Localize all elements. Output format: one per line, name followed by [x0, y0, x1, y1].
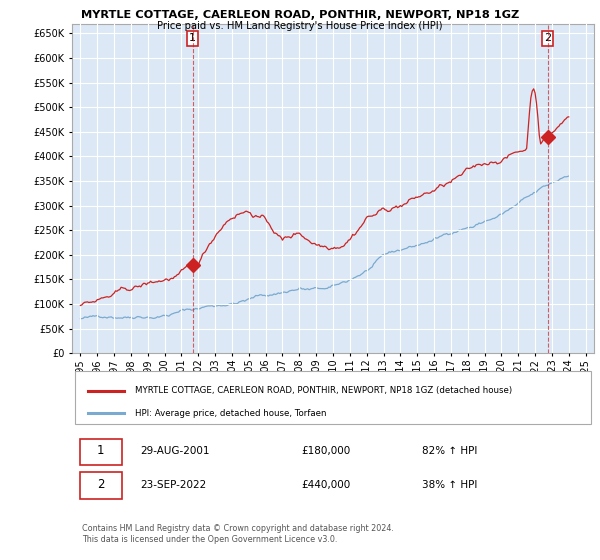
Text: Contains HM Land Registry data © Crown copyright and database right 2024.
This d: Contains HM Land Registry data © Crown c… [82, 524, 394, 544]
Text: 1: 1 [189, 34, 196, 44]
Text: Price paid vs. HM Land Registry's House Price Index (HPI): Price paid vs. HM Land Registry's House … [157, 21, 443, 31]
Text: 82% ↑ HPI: 82% ↑ HPI [422, 446, 477, 456]
Text: 2: 2 [97, 478, 104, 491]
Text: £180,000: £180,000 [302, 446, 351, 456]
Text: MYRTLE COTTAGE, CAERLEON ROAD, PONTHIR, NEWPORT, NP18 1GZ (detached house): MYRTLE COTTAGE, CAERLEON ROAD, PONTHIR, … [134, 386, 512, 395]
Text: 29-AUG-2001: 29-AUG-2001 [140, 446, 209, 456]
Text: 23-SEP-2022: 23-SEP-2022 [140, 480, 206, 489]
Text: 2: 2 [544, 34, 551, 44]
Text: 1: 1 [97, 444, 104, 458]
Text: MYRTLE COTTAGE, CAERLEON ROAD, PONTHIR, NEWPORT, NP18 1GZ: MYRTLE COTTAGE, CAERLEON ROAD, PONTHIR, … [81, 10, 519, 20]
FancyBboxPatch shape [80, 438, 122, 465]
Text: 38% ↑ HPI: 38% ↑ HPI [422, 480, 477, 489]
FancyBboxPatch shape [80, 473, 122, 499]
Text: £440,000: £440,000 [302, 480, 351, 489]
FancyBboxPatch shape [74, 371, 592, 423]
Text: HPI: Average price, detached house, Torfaen: HPI: Average price, detached house, Torf… [134, 409, 326, 418]
